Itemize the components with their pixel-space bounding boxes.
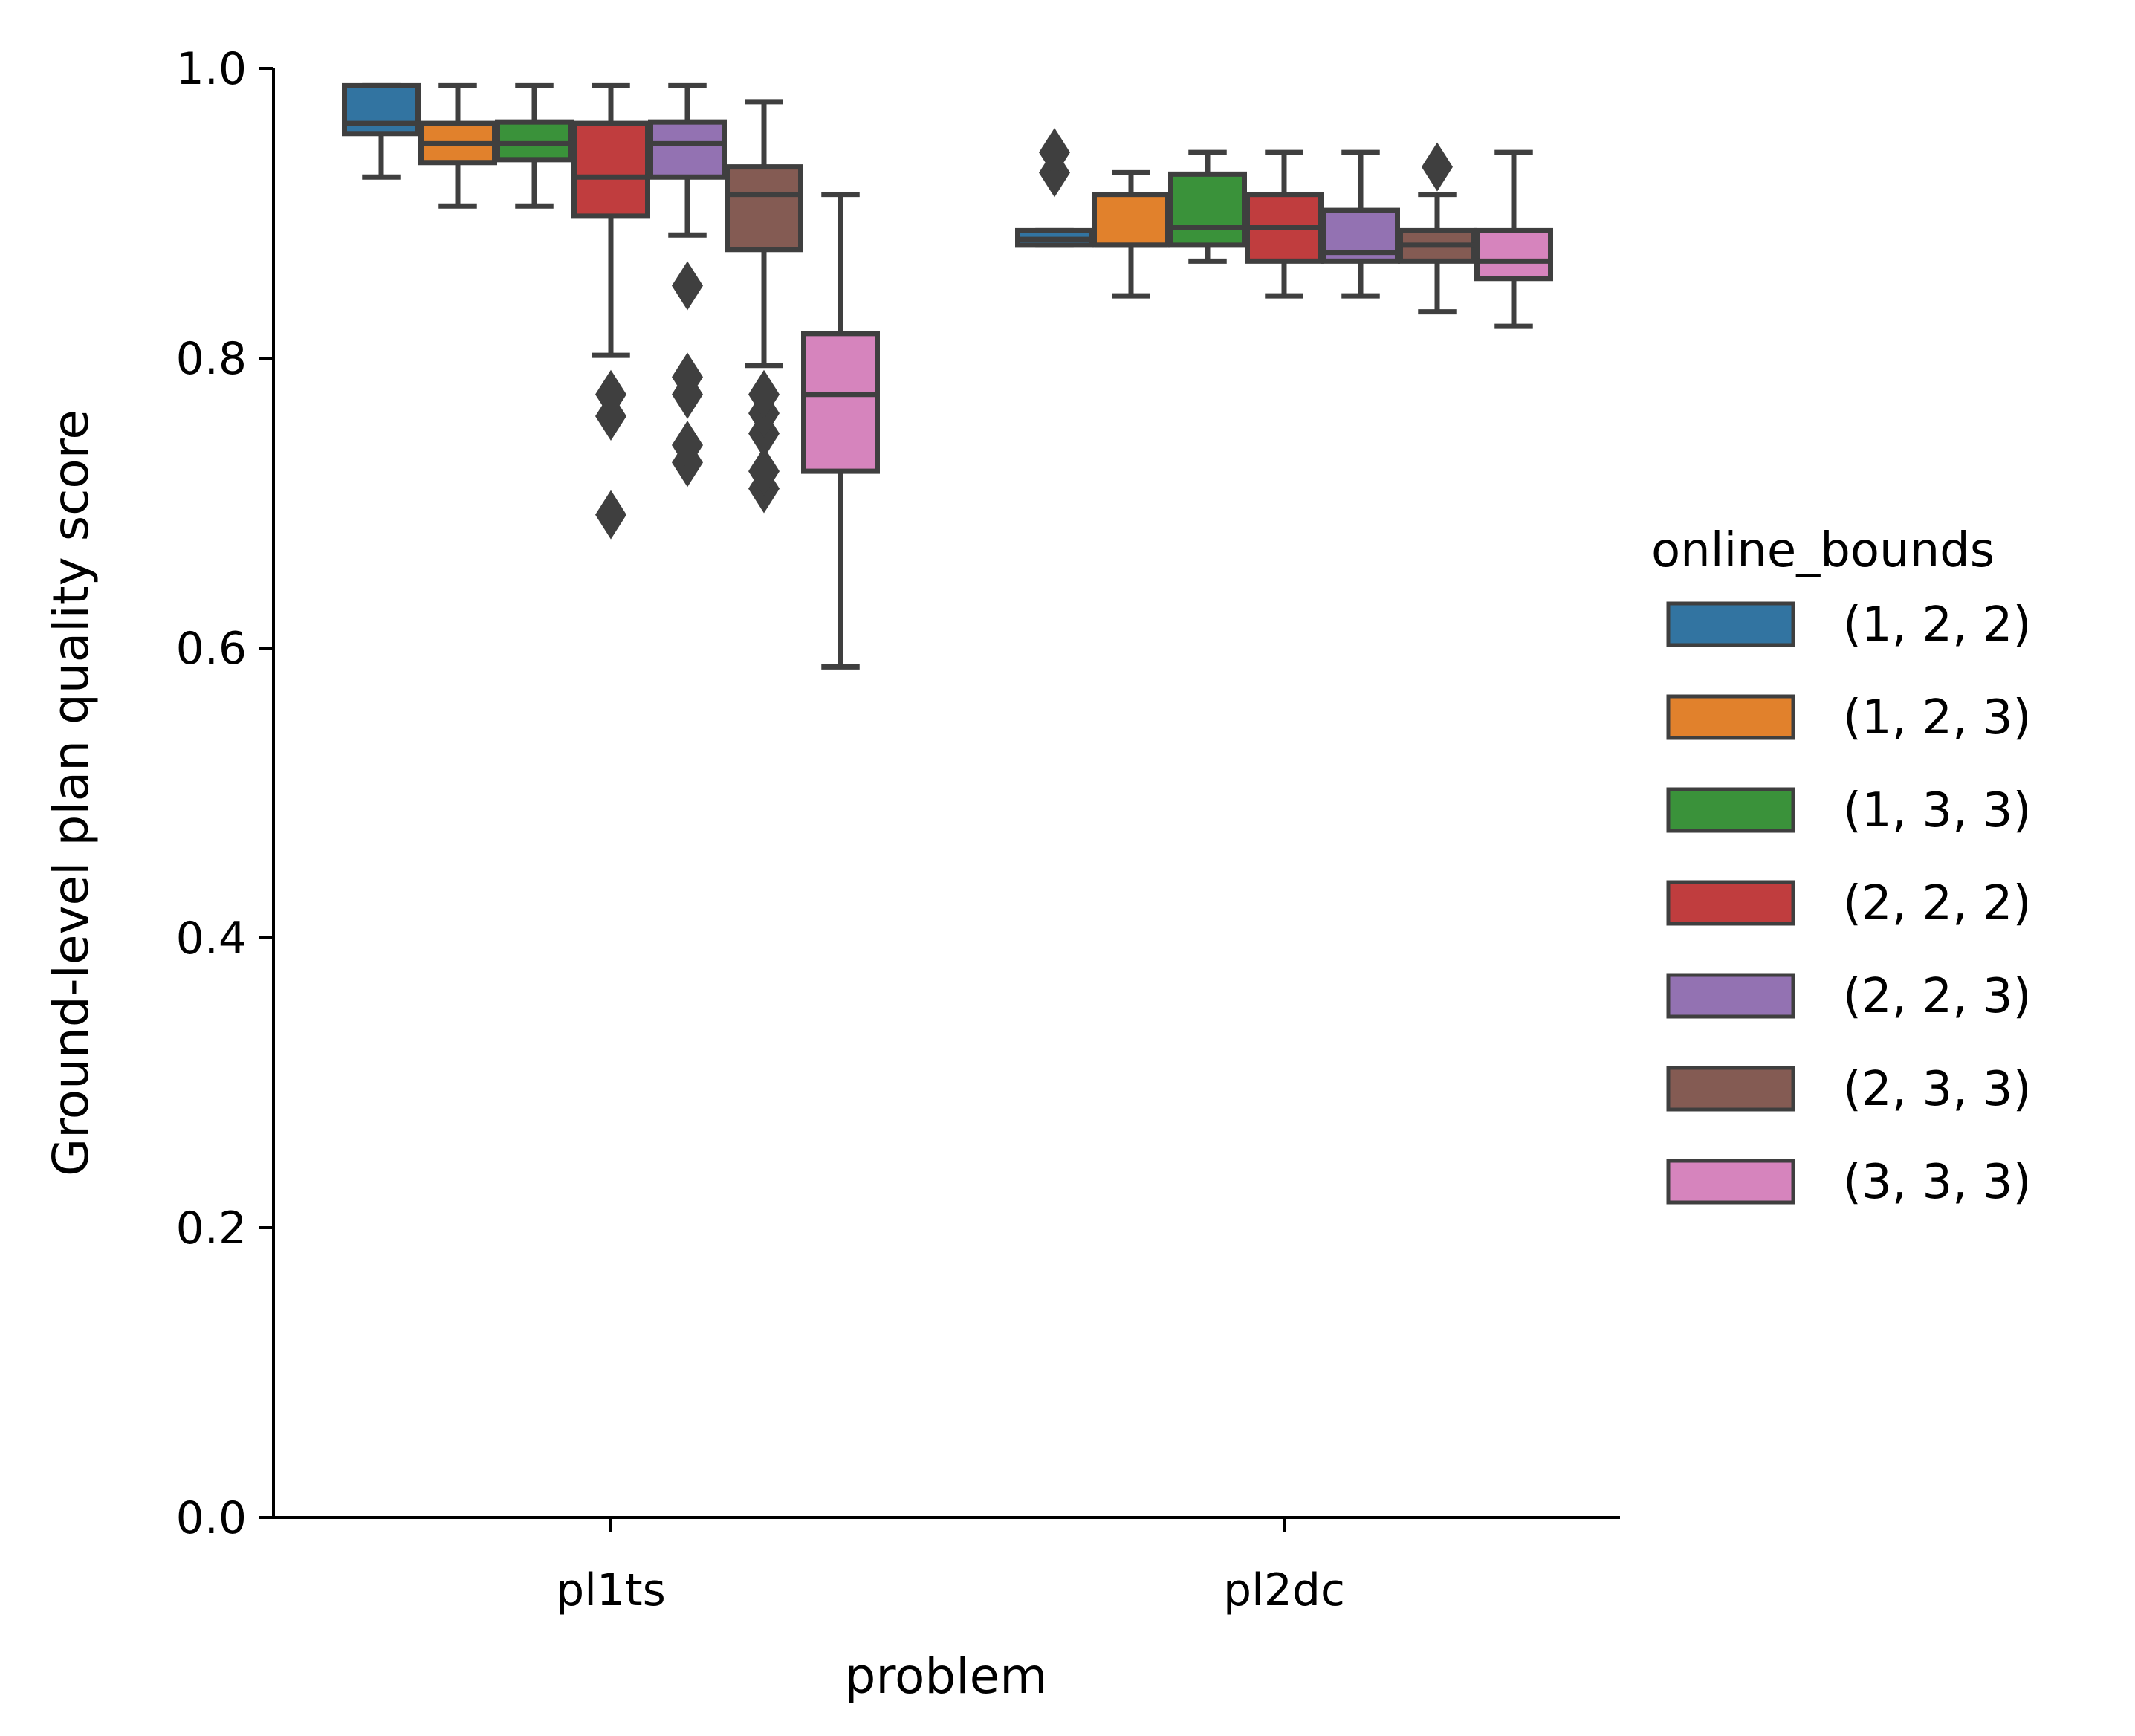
legend-swatch	[1666, 1159, 1795, 1205]
x-axis-label: problem	[844, 1648, 1047, 1705]
legend-swatch	[1666, 880, 1795, 926]
box-pl2dc-5	[1398, 142, 1477, 315]
box-body	[571, 120, 650, 219]
box-body	[495, 119, 574, 163]
outlier-marker	[748, 447, 780, 496]
y-tick-label: 1.0	[176, 43, 247, 95]
outlier-marker	[595, 490, 626, 540]
box-pl2dc-1	[1092, 169, 1170, 299]
legend: online_bounds (1, 2, 2) (1, 2, 3) (1, 3, 3…	[1651, 523, 2031, 1210]
box-pl1ts-3	[571, 82, 650, 540]
outlier-marker	[595, 369, 626, 419]
legend-swatch	[1666, 694, 1795, 740]
box-body	[1474, 227, 1553, 282]
ticks-layer: 0.0 0.2 0.4 0.6 0.8 1.0 pl1ts pl2dc	[176, 43, 1345, 1616]
box-pl1ts-5	[725, 99, 803, 514]
box-body	[342, 82, 421, 137]
legend-swatch	[1666, 787, 1795, 833]
legend-title: online_bounds	[1651, 523, 1995, 578]
y-tick-label: 0.8	[176, 333, 247, 385]
axes-layer: problem Ground-level plan quality score	[42, 68, 1620, 1705]
y-tick-label: 0.2	[176, 1202, 247, 1254]
legend-item-label: (2, 3, 3)	[1843, 1062, 2031, 1117]
y-tick-label: 0.0	[176, 1492, 247, 1544]
legend-item-label: (1, 2, 2)	[1843, 597, 2031, 652]
y-tick-label: 0.4	[176, 913, 247, 965]
y-axis-label: Ground-level plan quality score	[42, 409, 100, 1176]
legend-item-label: (1, 3, 3)	[1843, 783, 2031, 838]
outlier-marker	[1039, 128, 1070, 178]
x-tick-label: pl2dc	[1223, 1564, 1345, 1616]
legend-swatch	[1666, 973, 1795, 1019]
legend-item-label: (2, 2, 3)	[1843, 969, 2031, 1024]
outlier-marker	[1422, 142, 1453, 192]
box-pl2dc-2	[1168, 149, 1247, 264]
box-pl2dc-4	[1321, 149, 1400, 299]
outlier-marker	[672, 261, 703, 311]
x-tick-label: pl1ts	[556, 1564, 666, 1616]
box-body	[725, 164, 803, 253]
outlier-marker	[672, 421, 703, 470]
box-pl1ts-4	[648, 82, 727, 488]
box-pl1ts-1	[418, 82, 497, 209]
box-pl1ts-2	[495, 82, 574, 209]
box-pl2dc-6	[1474, 149, 1553, 329]
box-body	[1092, 192, 1170, 248]
legend-swatch	[1666, 1066, 1795, 1112]
box-pl1ts-6	[801, 192, 880, 670]
y-tick-label: 0.6	[176, 623, 247, 675]
box-body	[1168, 171, 1247, 248]
box-body	[801, 331, 880, 474]
boxes-layer	[342, 82, 1553, 670]
legend-item-label: (3, 3, 3)	[1843, 1155, 2031, 1210]
box-body	[648, 119, 727, 180]
legend-swatch	[1666, 601, 1795, 647]
box-pl2dc-3	[1245, 149, 1324, 299]
legend-item-label: (1, 2, 3)	[1843, 690, 2031, 745]
legend-item-label: (2, 2, 2)	[1843, 876, 2031, 931]
box-pl1ts-0	[342, 82, 421, 180]
box-pl2dc-0	[1015, 128, 1094, 248]
outlier-marker	[748, 369, 780, 419]
outlier-marker	[672, 352, 703, 402]
